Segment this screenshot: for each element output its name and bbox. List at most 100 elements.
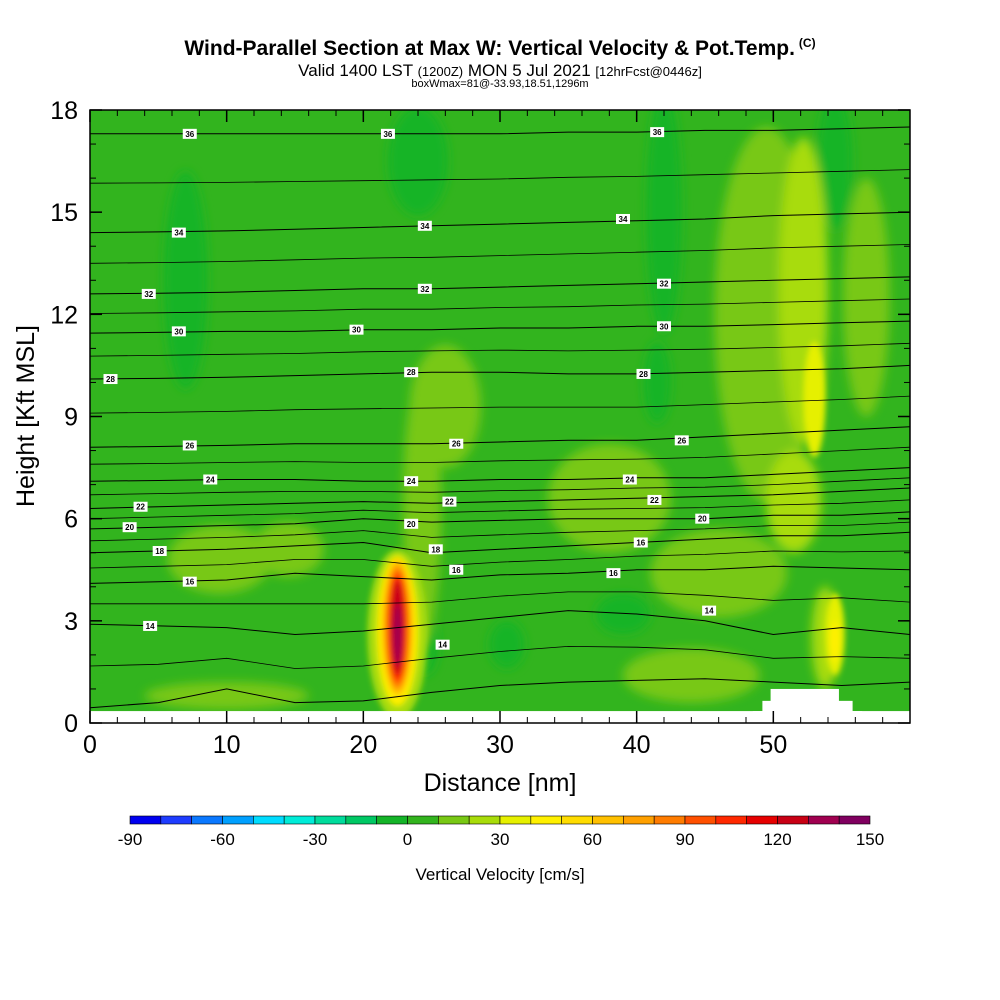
theta-contour-minor [90,395,910,414]
y-tick-label: 3 [64,608,78,636]
theta-contour-26 [90,426,910,448]
theta-contour-36 [90,126,910,135]
contour-label-box [657,321,671,332]
contour-label-text: 26 [185,441,194,450]
contour-label-text: 26 [452,440,461,449]
contour-label-text: 36 [185,130,194,139]
field-blended [144,110,890,710]
colorbar-tick-label: -90 [118,830,143,849]
contour-label-box [622,474,637,485]
contour-label-box [647,494,662,505]
contour-label-box [428,544,443,555]
contour-label: 20 [695,513,710,524]
field-cores [367,341,845,720]
contour-label-text: 34 [420,222,429,231]
contour-label: 18 [428,544,443,555]
contour-label-box [133,501,148,512]
contour-label: 14 [435,639,450,650]
theta-contour-minor [90,499,910,520]
colorbar-swatch [468,815,501,825]
y-axis-title: Height [Kft MSL] [12,325,40,507]
contour-label-box [203,474,218,485]
theta-contour-minor [90,342,910,357]
subtitle-forecast: [12hrFcst@0446z] [595,64,702,79]
contour-label: 14 [143,620,158,631]
contour-label-box [606,568,621,579]
downdraft-region [489,620,525,669]
colorbar-swatch [345,815,377,825]
colorbar: -90 -60 -30 0 30 60 90 120 150 Vertical Velocity … [118,815,884,884]
contour-label-text: 32 [144,290,153,299]
contour-label: 30 [171,326,186,337]
colorbar-swatch [253,815,285,825]
contour-label: 16 [606,568,621,579]
contour-label-box [171,326,186,337]
contour-label-box [616,213,630,224]
colorbar-tick-label: 90 [676,830,695,849]
theta-contour-20 [90,511,910,530]
colorbar-tick-label: 120 [763,830,791,849]
contour-label-text: 16 [185,578,194,587]
contour-label-text: 32 [420,285,429,294]
contour-label-text: 14 [705,607,714,616]
colorbar-swatch [376,815,408,825]
colorbar-swatch [499,815,532,825]
contour-label: 36 [182,128,197,139]
contour-label-box [380,128,395,139]
contour-label-box [141,288,156,299]
colorbar-swatch [160,815,192,825]
contour-label-box [674,435,689,446]
contour-label-box [633,537,648,548]
contour-label: 30 [349,324,364,335]
contour-label-box [182,440,197,451]
contour-label-box [442,496,457,507]
x-axis-title: Distance [nm] [424,769,577,797]
contour-label: 34 [171,227,186,238]
contour-label-text: 24 [206,476,215,485]
colorbar-swatch [653,815,686,825]
contour-label-box [417,220,432,231]
colorbar-swatch [623,815,655,825]
contour-label-text: 30 [352,326,361,335]
contour-label-text: 30 [174,327,183,336]
contour-label-text: 28 [106,375,115,384]
contour-label: 14 [702,605,717,616]
contour-label-text: 36 [653,128,662,137]
updraft-region [843,178,890,417]
colorbar-swatch [438,815,470,825]
colorbar-swatch [283,815,316,825]
contour-label: 16 [633,537,648,548]
contour-label: 28 [103,374,118,385]
updraft-region [623,648,760,703]
colorbar-tick-label: -30 [303,830,328,849]
contour-label-text: 24 [625,476,634,485]
contour-label-text: 14 [438,641,447,650]
subtitle-date: MON 5 Jul 2021 [467,61,591,80]
downdraft-region [646,110,682,335]
x-tick-label: 40 [623,731,651,759]
contour-label-box [657,278,671,289]
contour-label-box [152,546,167,557]
chart-title-text: Wind-Parallel Section at Max W: Vertical… [184,37,795,60]
theta-contours [90,126,910,709]
theta-contour-minor [90,591,910,605]
colorbar-swatch [314,815,347,825]
theta-contour-28 [90,364,910,380]
downdraft-region [643,341,671,424]
updraft-core [393,603,402,666]
contour-label: 34 [616,213,630,224]
theta-contour-30 [90,320,910,334]
contour-label: 24 [404,476,419,487]
contour-label-box [702,605,717,616]
theta-contour-minor [90,446,910,465]
downdraft-region [387,110,449,216]
colorbar-tick-label: 30 [491,830,510,849]
contour-label-text: 30 [660,322,669,331]
updraft-core [803,341,826,458]
colorbar-swatch [561,815,593,825]
contour-label-text: 34 [619,215,628,224]
theta-contour-minor [90,477,910,496]
colorbar-tick-label: -60 [210,830,235,849]
contour-label-text: 16 [636,539,645,548]
